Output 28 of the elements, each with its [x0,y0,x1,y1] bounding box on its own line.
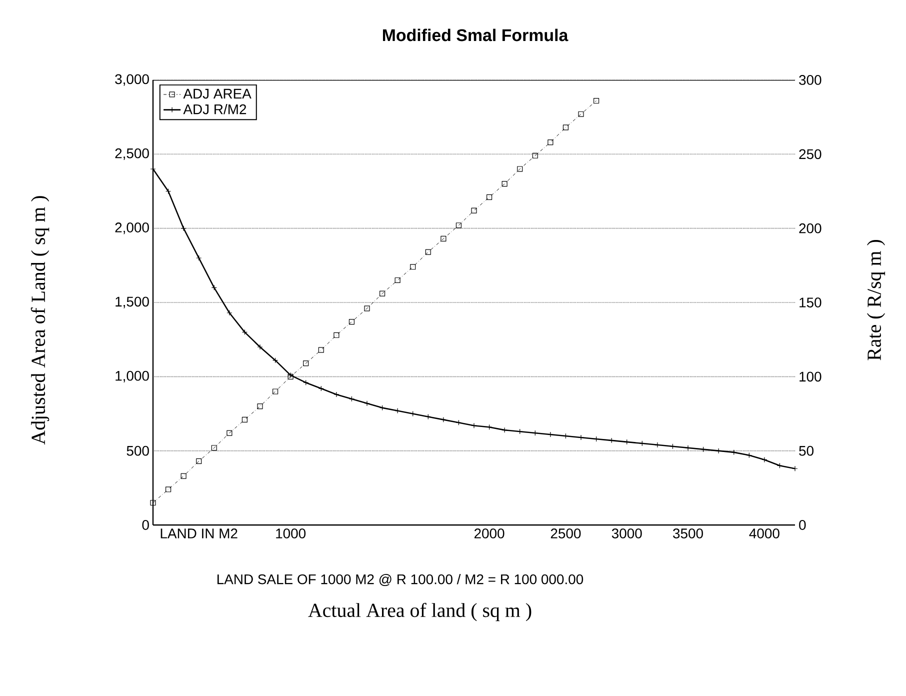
x-tick-label: 3000 [612,528,642,538]
x-tick-label: 2000 [474,528,504,538]
y-tick-label: 500 [126,446,149,456]
x-tick-label: 2500 [550,528,581,538]
y2-axis-title: Rate ( R/sq m ) [866,240,886,360]
y2-tick-label: 250 [799,149,822,160]
y2-tick-label: 150 [800,298,822,308]
y-tick-label: 1,000 [116,370,149,382]
y2-tick-label: 100 [800,372,822,382]
x-tick-label: 4000 [749,528,780,538]
text: LAND SALE OF 1000 M2 @ R 100.00 / M2 = R 100 000.00 [217,574,584,586]
legend-label: ADJ R/M2 [183,104,246,114]
y-tick-label: 1,500 [116,296,149,308]
y2-tick-label: 50 [799,446,814,456]
y-tick-label: 0 [142,520,149,530]
legend-label: ADJ AREA [183,88,252,99]
x-tick-label: 3500 [673,528,703,538]
y-tick-label: 2,500 [115,148,149,160]
chart-title: Modified Smal Formula [382,28,568,42]
x-tick-label: LAND IN M2 [160,528,238,538]
y2-tick-label: 300 [799,75,822,85]
x-axis-title: Actual Area of land ( sq m ) [308,602,532,622]
y-tick-label: 2,000 [115,222,149,234]
x-tick-label: 1000 [276,528,306,538]
y2-tick-label: 0 [799,520,806,530]
y2-tick-label: 200 [799,223,822,234]
y-tick-label: 3,000 [115,74,149,86]
y-axis-title: Adjusted Area of Land ( sq m ) [30,196,50,445]
